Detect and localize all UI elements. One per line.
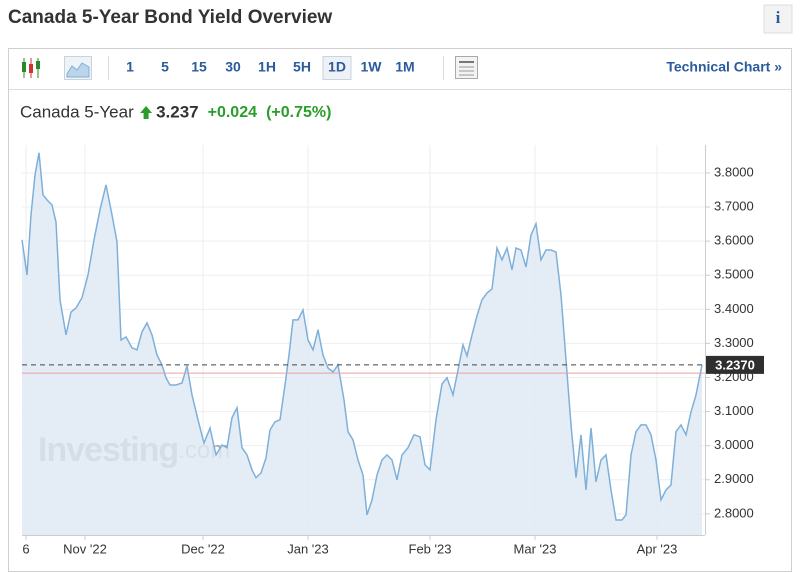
change: +0.024	[208, 104, 257, 121]
last-price-box	[706, 355, 764, 374]
page-title: Canada 5-Year Bond Yield Overview	[8, 7, 332, 28]
y-tick-label: 3.4000	[714, 301, 754, 316]
instrument-name: Canada 5-Year	[20, 102, 134, 121]
timeframe-button[interactable]: 5	[161, 59, 169, 75]
technical-chart-link[interactable]: Technical Chart »	[666, 59, 782, 75]
timeframe-button[interactable]: 1D	[328, 59, 346, 75]
y-tick-label: 3.0000	[714, 437, 754, 452]
timeframe-button[interactable]: 1	[126, 59, 134, 75]
x-tick-label: 6	[22, 541, 29, 556]
x-tick-label: Feb '23	[409, 541, 452, 556]
x-tick-label: Apr '23	[637, 541, 678, 556]
x-tick-label: Nov '22	[63, 541, 107, 556]
y-tick-label: 2.8000	[714, 505, 754, 520]
timeframe-button[interactable]: 1M	[395, 59, 414, 75]
x-tick-label: Dec '22	[181, 541, 225, 556]
x-tick-label: Mar '23	[514, 541, 557, 556]
active-timeframe-box	[322, 56, 352, 80]
y-tick-label: 3.5000	[714, 267, 754, 282]
timeframe-button[interactable]: 5H	[293, 59, 311, 75]
info-button-box[interactable]	[763, 4, 793, 34]
plot: 2.80002.90003.00003.10003.20003.30003.40…	[21, 145, 764, 556]
last-price-label: 3.2370	[715, 357, 755, 372]
timeframe-buttons: 1 5 15 30 1H 5H 1D 1W 1M	[126, 56, 415, 80]
timeframe-button[interactable]: 30	[225, 59, 241, 75]
area-icon[interactable]	[64, 56, 92, 80]
y-tick-label: 3.3000	[714, 335, 754, 350]
timeframe-button[interactable]: 1H	[258, 59, 276, 75]
up-arrow	[140, 106, 153, 119]
timeframe-button[interactable]: 15	[191, 59, 207, 75]
price-line	[21, 152, 703, 521]
timeframe-button[interactable]: 1W	[361, 59, 383, 75]
candlestick-icon[interactable]	[22, 58, 40, 78]
table-icon[interactable]	[455, 56, 478, 79]
y-tick-label: 2.9000	[714, 471, 754, 486]
y-tick-label: 3.8000	[714, 164, 754, 179]
y-tick-label: 3.6000	[714, 233, 754, 248]
y-tick-label: 3.1000	[714, 403, 754, 418]
x-tick-label: Jan '23	[287, 541, 329, 556]
price: 3.237	[156, 102, 199, 121]
area-fill	[22, 152, 702, 536]
y-tick-label: 3.7000	[714, 198, 754, 213]
info-button[interactable]: i	[776, 8, 781, 27]
change-percent: (+0.75%)	[266, 104, 331, 121]
